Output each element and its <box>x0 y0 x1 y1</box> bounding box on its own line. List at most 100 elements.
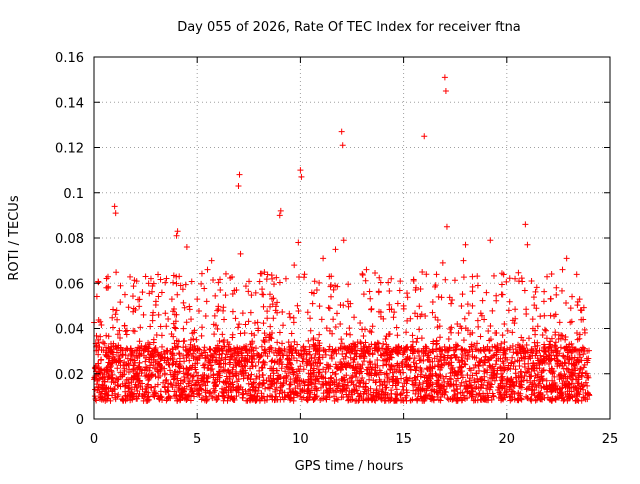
data-point <box>150 309 157 316</box>
data-point <box>191 342 198 349</box>
data-point <box>393 378 400 385</box>
data-point <box>574 380 581 387</box>
data-point <box>92 395 99 402</box>
data-point <box>398 390 405 397</box>
data-point <box>232 368 239 375</box>
data-point <box>447 370 454 377</box>
data-point <box>444 355 451 362</box>
data-point <box>212 292 219 299</box>
data-point <box>286 348 293 355</box>
data-point <box>186 306 193 313</box>
data-point <box>563 255 570 262</box>
data-point <box>334 365 341 372</box>
data-point <box>386 306 393 313</box>
data-point <box>329 330 336 337</box>
data-point <box>434 316 441 323</box>
data-point <box>499 291 506 298</box>
data-point <box>486 347 493 354</box>
data-point <box>141 391 148 398</box>
data-point <box>568 380 575 387</box>
data-point <box>291 338 298 345</box>
data-point <box>437 373 444 380</box>
data-point <box>445 361 452 368</box>
data-point <box>193 369 200 376</box>
data-point <box>498 340 505 347</box>
data-point <box>310 290 317 297</box>
data-point <box>260 393 267 400</box>
data-point <box>97 369 104 376</box>
data-point <box>256 367 263 374</box>
axis-ticks <box>93 56 611 420</box>
data-point <box>211 380 218 387</box>
data-point <box>506 346 513 353</box>
data-point <box>222 270 229 277</box>
data-point <box>137 383 144 390</box>
data-point <box>521 355 528 362</box>
data-point <box>334 283 341 290</box>
data-point <box>339 350 346 357</box>
data-point <box>123 327 130 334</box>
data-point <box>235 359 242 366</box>
data-point <box>347 363 354 370</box>
data-point <box>248 330 255 337</box>
data-point <box>222 366 229 373</box>
data-point <box>423 343 430 350</box>
data-point <box>445 335 452 342</box>
data-point <box>174 397 181 404</box>
data-point <box>124 355 131 362</box>
data-point <box>414 397 421 404</box>
data-point <box>480 346 487 353</box>
data-point <box>480 395 487 402</box>
data-point <box>326 305 333 312</box>
data-point <box>221 379 228 386</box>
data-point <box>254 352 261 359</box>
data-point <box>522 221 529 228</box>
data-point <box>448 300 455 307</box>
data-point <box>152 344 159 351</box>
data-point <box>113 269 120 276</box>
data-point <box>546 361 553 368</box>
data-point <box>474 317 481 324</box>
data-point <box>222 354 229 361</box>
data-point <box>502 394 509 401</box>
data-point <box>260 320 267 327</box>
data-point <box>142 358 149 365</box>
data-point <box>429 370 436 377</box>
data-point <box>259 379 266 386</box>
data-point <box>493 292 500 299</box>
data-point <box>259 364 266 371</box>
data-point <box>473 391 480 398</box>
data-point <box>150 336 157 343</box>
data-point <box>158 332 165 339</box>
x-tick-label: 25 <box>602 432 619 447</box>
data-point <box>524 395 531 402</box>
data-point <box>356 393 363 400</box>
data-point <box>455 357 462 364</box>
data-point <box>409 332 416 339</box>
data-point <box>339 142 346 149</box>
data-point <box>110 306 117 313</box>
data-point <box>400 302 407 309</box>
data-point <box>326 273 333 280</box>
data-point <box>241 362 248 369</box>
data-point <box>444 395 451 402</box>
data-point <box>315 337 322 344</box>
data-point <box>495 346 502 353</box>
data-point <box>530 294 537 301</box>
data-point <box>417 356 424 363</box>
data-point <box>202 355 209 362</box>
data-point <box>180 344 187 351</box>
data-point <box>379 386 386 393</box>
data-point <box>539 377 546 384</box>
data-point <box>523 306 530 313</box>
data-point <box>328 352 335 359</box>
data-point <box>268 344 275 351</box>
data-point <box>214 345 221 352</box>
data-point <box>419 386 426 393</box>
data-point <box>95 339 102 346</box>
data-point <box>547 384 554 391</box>
data-point <box>563 300 570 307</box>
data-point <box>210 277 217 284</box>
data-point <box>494 387 501 394</box>
data-point <box>487 384 494 391</box>
